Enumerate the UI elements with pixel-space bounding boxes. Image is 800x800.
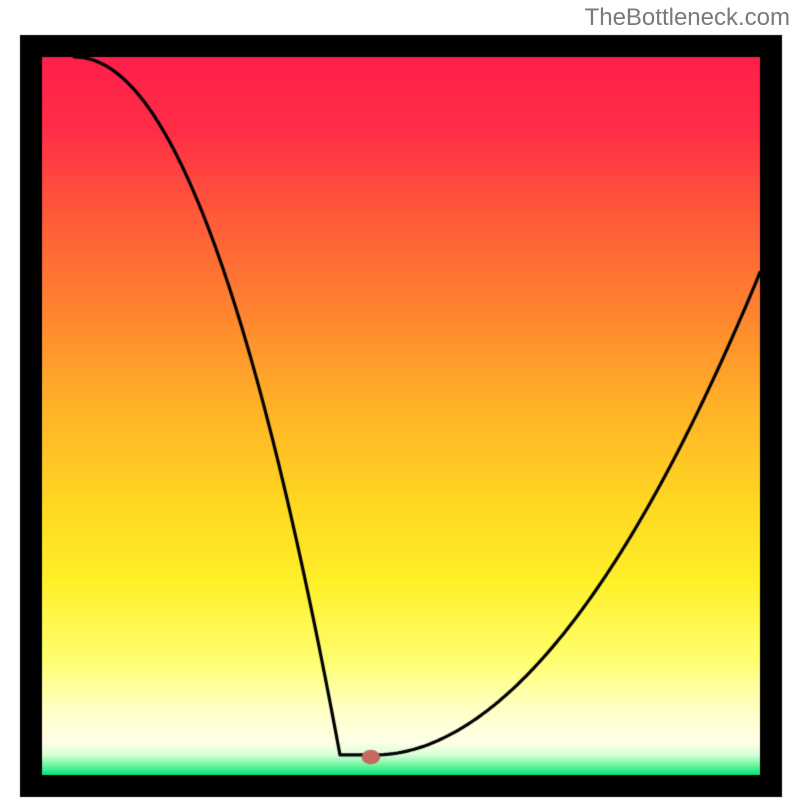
watermark-text: TheBottleneck.com <box>585 4 790 32</box>
bottleneck-chart-canvas <box>0 0 800 800</box>
chart-stage: TheBottleneck.com <box>0 0 800 800</box>
